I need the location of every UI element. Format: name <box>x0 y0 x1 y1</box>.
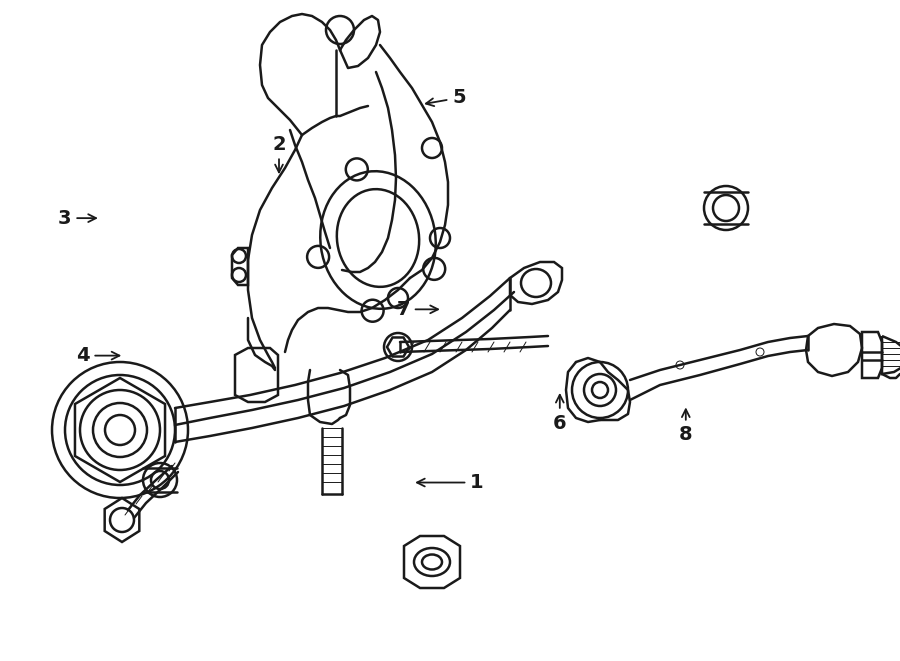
Text: 2: 2 <box>272 135 286 173</box>
Text: 7: 7 <box>396 300 438 319</box>
Text: 8: 8 <box>679 409 693 444</box>
Text: 4: 4 <box>76 346 120 365</box>
Text: 5: 5 <box>426 89 466 107</box>
Text: 1: 1 <box>417 473 484 492</box>
Text: 6: 6 <box>553 395 567 432</box>
Text: 3: 3 <box>58 209 96 227</box>
